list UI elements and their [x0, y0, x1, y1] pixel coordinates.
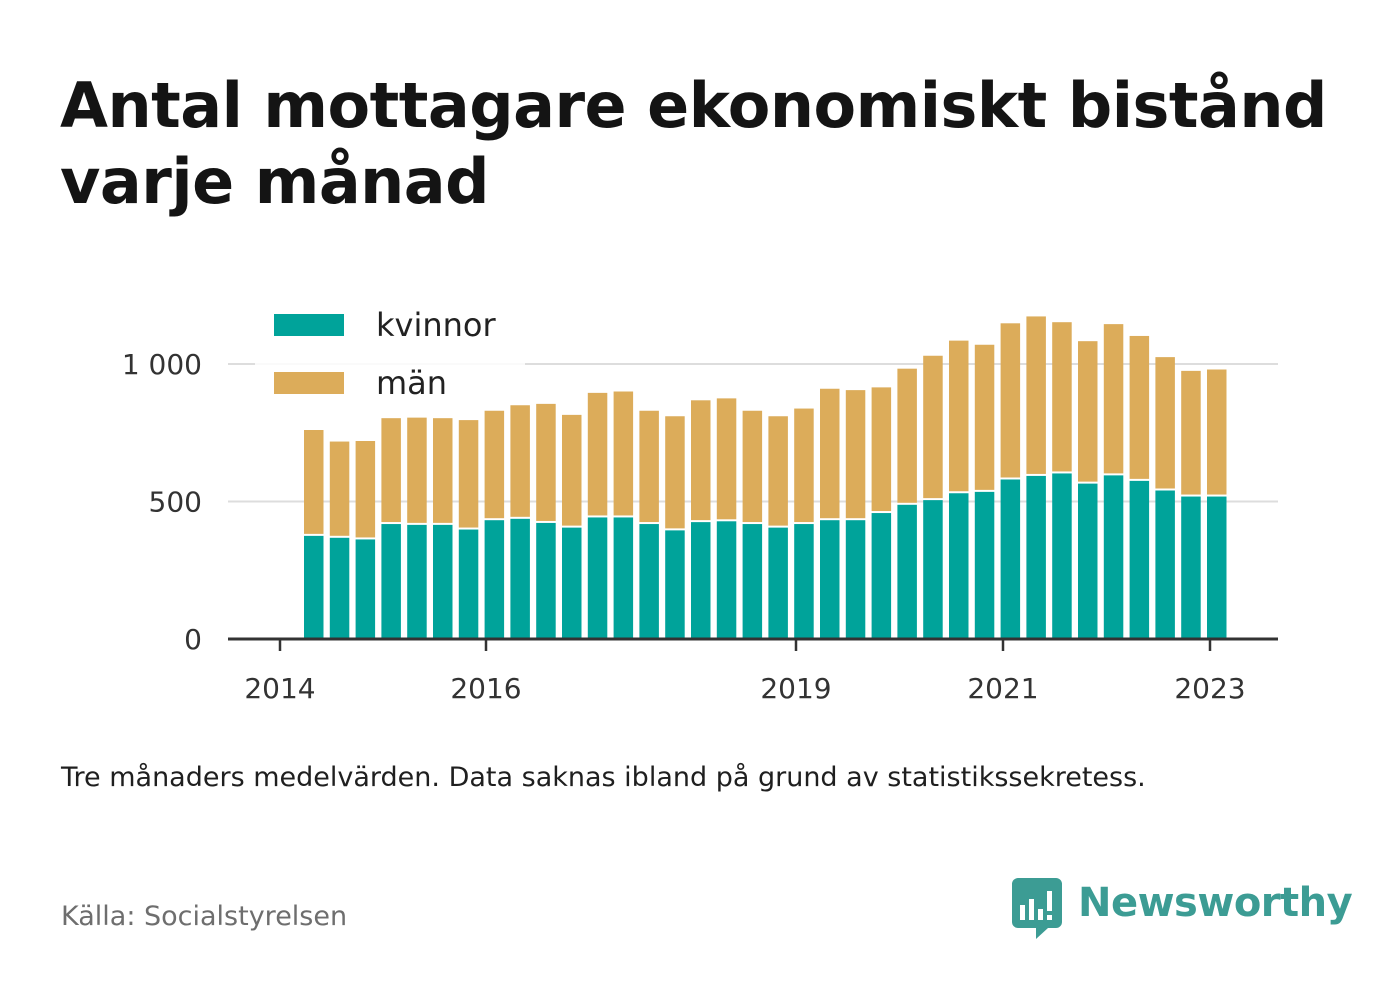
legend-label-man: män [376, 364, 447, 402]
bar-man [897, 368, 917, 503]
bar-kvinnor [820, 520, 840, 639]
bar-kvinnor [407, 524, 427, 639]
bar-man [562, 414, 582, 526]
bar-kvinnor [587, 517, 608, 639]
bar-kvinnor [974, 491, 995, 639]
legend-swatch-kvinnor [274, 314, 344, 336]
bar-man [613, 391, 634, 516]
bar-kvinnor [923, 500, 943, 639]
legend-label-kvinnor: kvinnor [376, 306, 497, 344]
x-tick-label: 2016 [450, 672, 521, 705]
bar-kvinnor [613, 517, 634, 639]
y-tick-label: 1 000 [122, 348, 202, 381]
brand-name: Newsworthy [1078, 880, 1353, 926]
x-tick-label: 2021 [967, 672, 1038, 705]
bar-man [949, 340, 969, 492]
bar-man [923, 355, 943, 499]
bar-man [794, 408, 814, 523]
bar-man [845, 390, 866, 519]
bar-man [639, 410, 659, 523]
bar-kvinnor [1026, 475, 1046, 639]
bar-man [1026, 316, 1046, 474]
bar-man [1207, 369, 1227, 495]
bar-man [716, 398, 737, 520]
bar-kvinnor [484, 520, 505, 639]
bar-kvinnor [1000, 479, 1021, 639]
bar-man [407, 417, 427, 523]
bar-man [742, 410, 763, 523]
bar-man [304, 430, 324, 534]
bar-kvinnor [1103, 475, 1124, 639]
x-tick-label: 2014 [244, 672, 315, 705]
bar-man [381, 418, 401, 523]
newsworthy-logo: Newsworthy [1012, 878, 1353, 940]
bar-kvinnor [536, 522, 556, 639]
bar-man [1181, 370, 1201, 495]
bar-kvinnor [510, 518, 530, 639]
bar-kvinnor [562, 527, 582, 639]
bar-kvinnor [665, 530, 685, 639]
bar-man [1103, 324, 1124, 474]
bar-kvinnor [949, 493, 969, 639]
bar-kvinnor [742, 524, 763, 639]
bar-man [871, 387, 892, 512]
bar-man [1078, 341, 1098, 482]
bar-kvinnor [458, 529, 479, 639]
bar-man [458, 420, 479, 528]
bar-kvinnor [691, 522, 711, 639]
bar-man [1000, 323, 1021, 478]
x-tick-label: 2023 [1174, 672, 1245, 705]
bar-kvinnor [845, 520, 866, 639]
bar-man [768, 416, 788, 526]
bar-kvinnor [1052, 473, 1072, 639]
bar-man [329, 441, 350, 536]
bar-kvinnor [304, 535, 324, 639]
bar-kvinnor [381, 524, 401, 639]
bar-man [820, 388, 840, 519]
y-tick-label: 500 [149, 486, 202, 519]
bar-man [355, 441, 376, 538]
bar-kvinnor [639, 524, 659, 639]
bar-kvinnor [871, 513, 892, 639]
bar-man [510, 405, 530, 517]
bar-kvinnor [355, 539, 376, 639]
bar-kvinnor [768, 527, 788, 639]
bar-kvinnor [794, 524, 814, 639]
bar-man [691, 400, 711, 521]
bar-kvinnor [1155, 490, 1175, 639]
bar-kvinnor [433, 524, 453, 639]
chart-title: Antal mottagare ekonomiskt bistånd varje… [60, 69, 1327, 218]
bar-man [587, 392, 608, 516]
bar-kvinnor [1181, 496, 1201, 639]
bar-man [484, 410, 505, 519]
bar-man [1155, 357, 1175, 489]
x-tick-label: 2019 [760, 672, 831, 705]
source-text: Källa: Socialstyrelsen [61, 901, 348, 932]
bar-kvinnor [1078, 483, 1098, 639]
bar-man [1052, 322, 1072, 472]
bar-man [974, 344, 995, 490]
chart-bubble-icon [1012, 878, 1062, 939]
bar-kvinnor [716, 521, 737, 639]
bar-man [1129, 335, 1150, 479]
bar-man [433, 418, 453, 523]
chart-note: Tre månaders medelvärden. Data saknas ib… [61, 762, 1146, 793]
bar-kvinnor [1129, 480, 1150, 639]
y-tick-label: 0 [184, 623, 202, 656]
bar-man [665, 416, 685, 529]
bar-man [536, 403, 556, 521]
bar-kvinnor [329, 537, 350, 639]
legend-swatch-man [274, 372, 344, 394]
bar-kvinnor [1207, 496, 1227, 639]
bar-kvinnor [897, 504, 917, 639]
